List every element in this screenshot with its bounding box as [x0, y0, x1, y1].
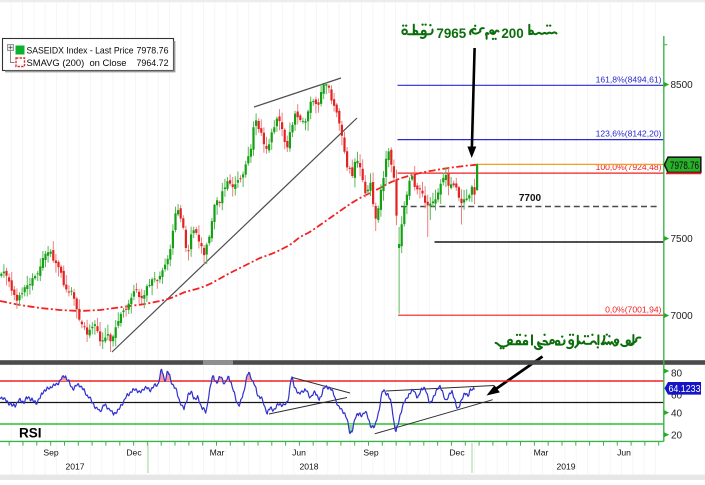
- svg-text:Dec: Dec: [449, 448, 465, 458]
- svg-text:7978.76: 7978.76: [670, 160, 699, 172]
- svg-text:7964.72: 7964.72: [137, 57, 169, 68]
- svg-text:2017: 2017: [65, 462, 84, 472]
- svg-text:Sep: Sep: [363, 448, 379, 458]
- svg-text:Sep: Sep: [43, 448, 59, 458]
- svg-text:100,0%(7924,48): 100,0%(7924,48): [596, 162, 662, 172]
- svg-text:7700: 7700: [519, 193, 542, 204]
- svg-text:60: 60: [671, 391, 683, 402]
- svg-text:2018: 2018: [299, 462, 318, 472]
- svg-text:0,0%(7001,94): 0,0%(7001,94): [605, 304, 662, 314]
- svg-text:Mar: Mar: [534, 448, 549, 458]
- svg-text:7978.76: 7978.76: [137, 44, 169, 55]
- svg-text:Jun: Jun: [617, 448, 631, 458]
- svg-text:7000: 7000: [671, 311, 694, 322]
- svg-text:200: 200: [501, 26, 523, 41]
- svg-text:SMAVG (200) on Close: SMAVG (200) on Close: [27, 57, 127, 68]
- svg-text:40: 40: [671, 409, 683, 420]
- svg-text:161,8%(8494,61): 161,8%(8494,61): [596, 74, 662, 84]
- svg-text:80: 80: [671, 369, 683, 380]
- svg-text:2019: 2019: [556, 462, 575, 472]
- svg-text:64.1233: 64.1233: [669, 384, 701, 395]
- svg-text:123,6%(8142,20): 123,6%(8142,20): [596, 129, 662, 139]
- svg-text:7500: 7500: [671, 234, 694, 245]
- svg-text:8500: 8500: [671, 80, 694, 91]
- svg-text:20: 20: [671, 431, 683, 442]
- svg-text:SASEIDX Index - Last Price: SASEIDX Index - Last Price: [27, 44, 134, 55]
- svg-text:RSI: RSI: [19, 426, 42, 441]
- svg-text:7965: 7965: [436, 26, 466, 41]
- svg-text:Jun: Jun: [292, 448, 306, 458]
- svg-text:Dec: Dec: [126, 448, 142, 458]
- svg-text:Mar: Mar: [210, 448, 225, 458]
